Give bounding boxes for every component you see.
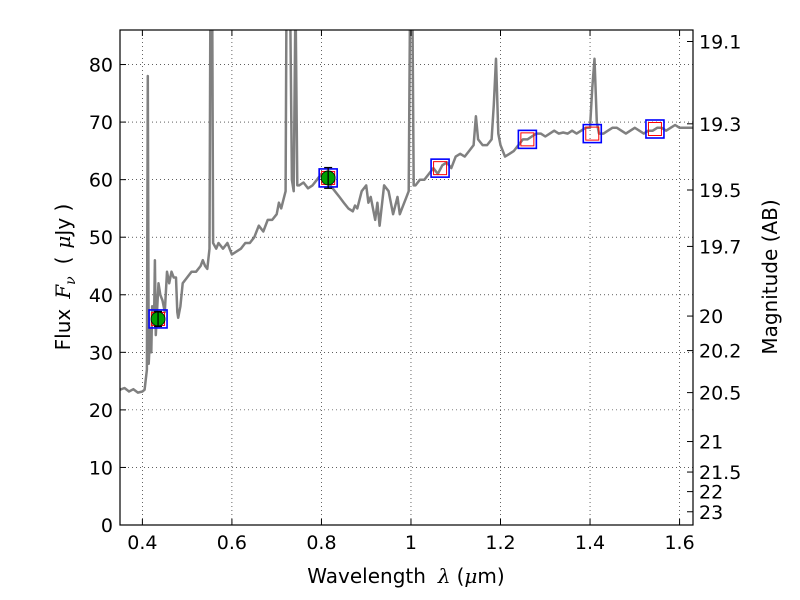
right-tick-label: 19.7 <box>699 236 741 258</box>
y-tick-label: 20 <box>89 400 113 422</box>
right-axis-label: Magnitude (AB) <box>758 199 782 354</box>
y-tick-label: 50 <box>89 227 113 249</box>
y-tick-label: 70 <box>89 112 113 134</box>
y-axis-label: Flux Fν ( μJy ) <box>51 204 79 351</box>
x-tick-label: 1.6 <box>664 532 694 554</box>
spectrum-line <box>120 30 693 394</box>
x-tick-label: 0.4 <box>127 532 157 554</box>
model-point-box <box>645 119 665 139</box>
right-tick-label: 23 <box>699 502 723 524</box>
y-tick-label: 40 <box>89 285 113 307</box>
right-tick-label: 21.5 <box>699 462 741 484</box>
x-axis-unit-mu: μ <box>464 564 477 588</box>
y-axis-label-subscript: ν <box>63 276 79 285</box>
right-tick-label: 19.3 <box>699 114 741 136</box>
points-layer <box>148 119 665 329</box>
y-tick-label: 30 <box>89 342 113 364</box>
right-tick-label: 19.1 <box>699 32 741 54</box>
x-axis-unit-open: ( <box>457 564 465 588</box>
right-tick-label: 21 <box>699 432 723 454</box>
x-tick-label: 0.8 <box>306 532 336 554</box>
right-tick-label: 20.2 <box>699 341 741 363</box>
grid <box>120 30 693 526</box>
model-point-box <box>517 129 538 150</box>
x-tick-label: 1.4 <box>575 532 605 554</box>
model-point-inner <box>585 126 600 141</box>
x-axis-label-text: Wavelength <box>307 564 426 588</box>
y-tick-label: 0 <box>101 515 113 537</box>
right-tick-label: 20 <box>699 306 723 328</box>
model-point-box <box>148 309 168 329</box>
model-point-inner <box>520 132 535 147</box>
right-tick-label: 22 <box>699 482 723 504</box>
x-tick-label: 0.6 <box>217 532 247 554</box>
plot-frame <box>119 29 694 526</box>
model-point-inner <box>647 122 662 136</box>
x-axis-label-symbol: λ <box>437 564 451 588</box>
y-tick-label: 80 <box>89 55 113 77</box>
x-tick-label: 1.2 <box>485 532 515 554</box>
y-tick-label: 10 <box>89 457 113 479</box>
x-tick-label: 1 <box>405 532 417 554</box>
model-point-box <box>430 158 450 178</box>
y-axis-unit-rest: Jy ) <box>51 204 75 238</box>
model-point-box <box>582 123 603 144</box>
right-tick-label: 20.5 <box>699 383 741 405</box>
x-axis-label: Wavelength λ (μm) <box>307 564 504 588</box>
y-axis-unit-open: ( <box>51 257 75 265</box>
right-tick-label: 19.5 <box>699 180 741 202</box>
y-tick-label: 60 <box>89 170 113 192</box>
model-point-inner <box>433 161 448 176</box>
ticks-layer: 0.4 0.6 0.8 1 1.2 1.4 1.6 0 10 20 30 40 50 60 70 80 19.1… <box>89 30 741 554</box>
y-axis-label-symbol: F <box>51 284 75 300</box>
y-axis-label-text: Flux <box>51 309 75 351</box>
series-layer <box>120 30 693 394</box>
x-axis-unit-rest: m) <box>477 564 504 588</box>
y-axis-unit-mu: μ <box>51 236 75 249</box>
